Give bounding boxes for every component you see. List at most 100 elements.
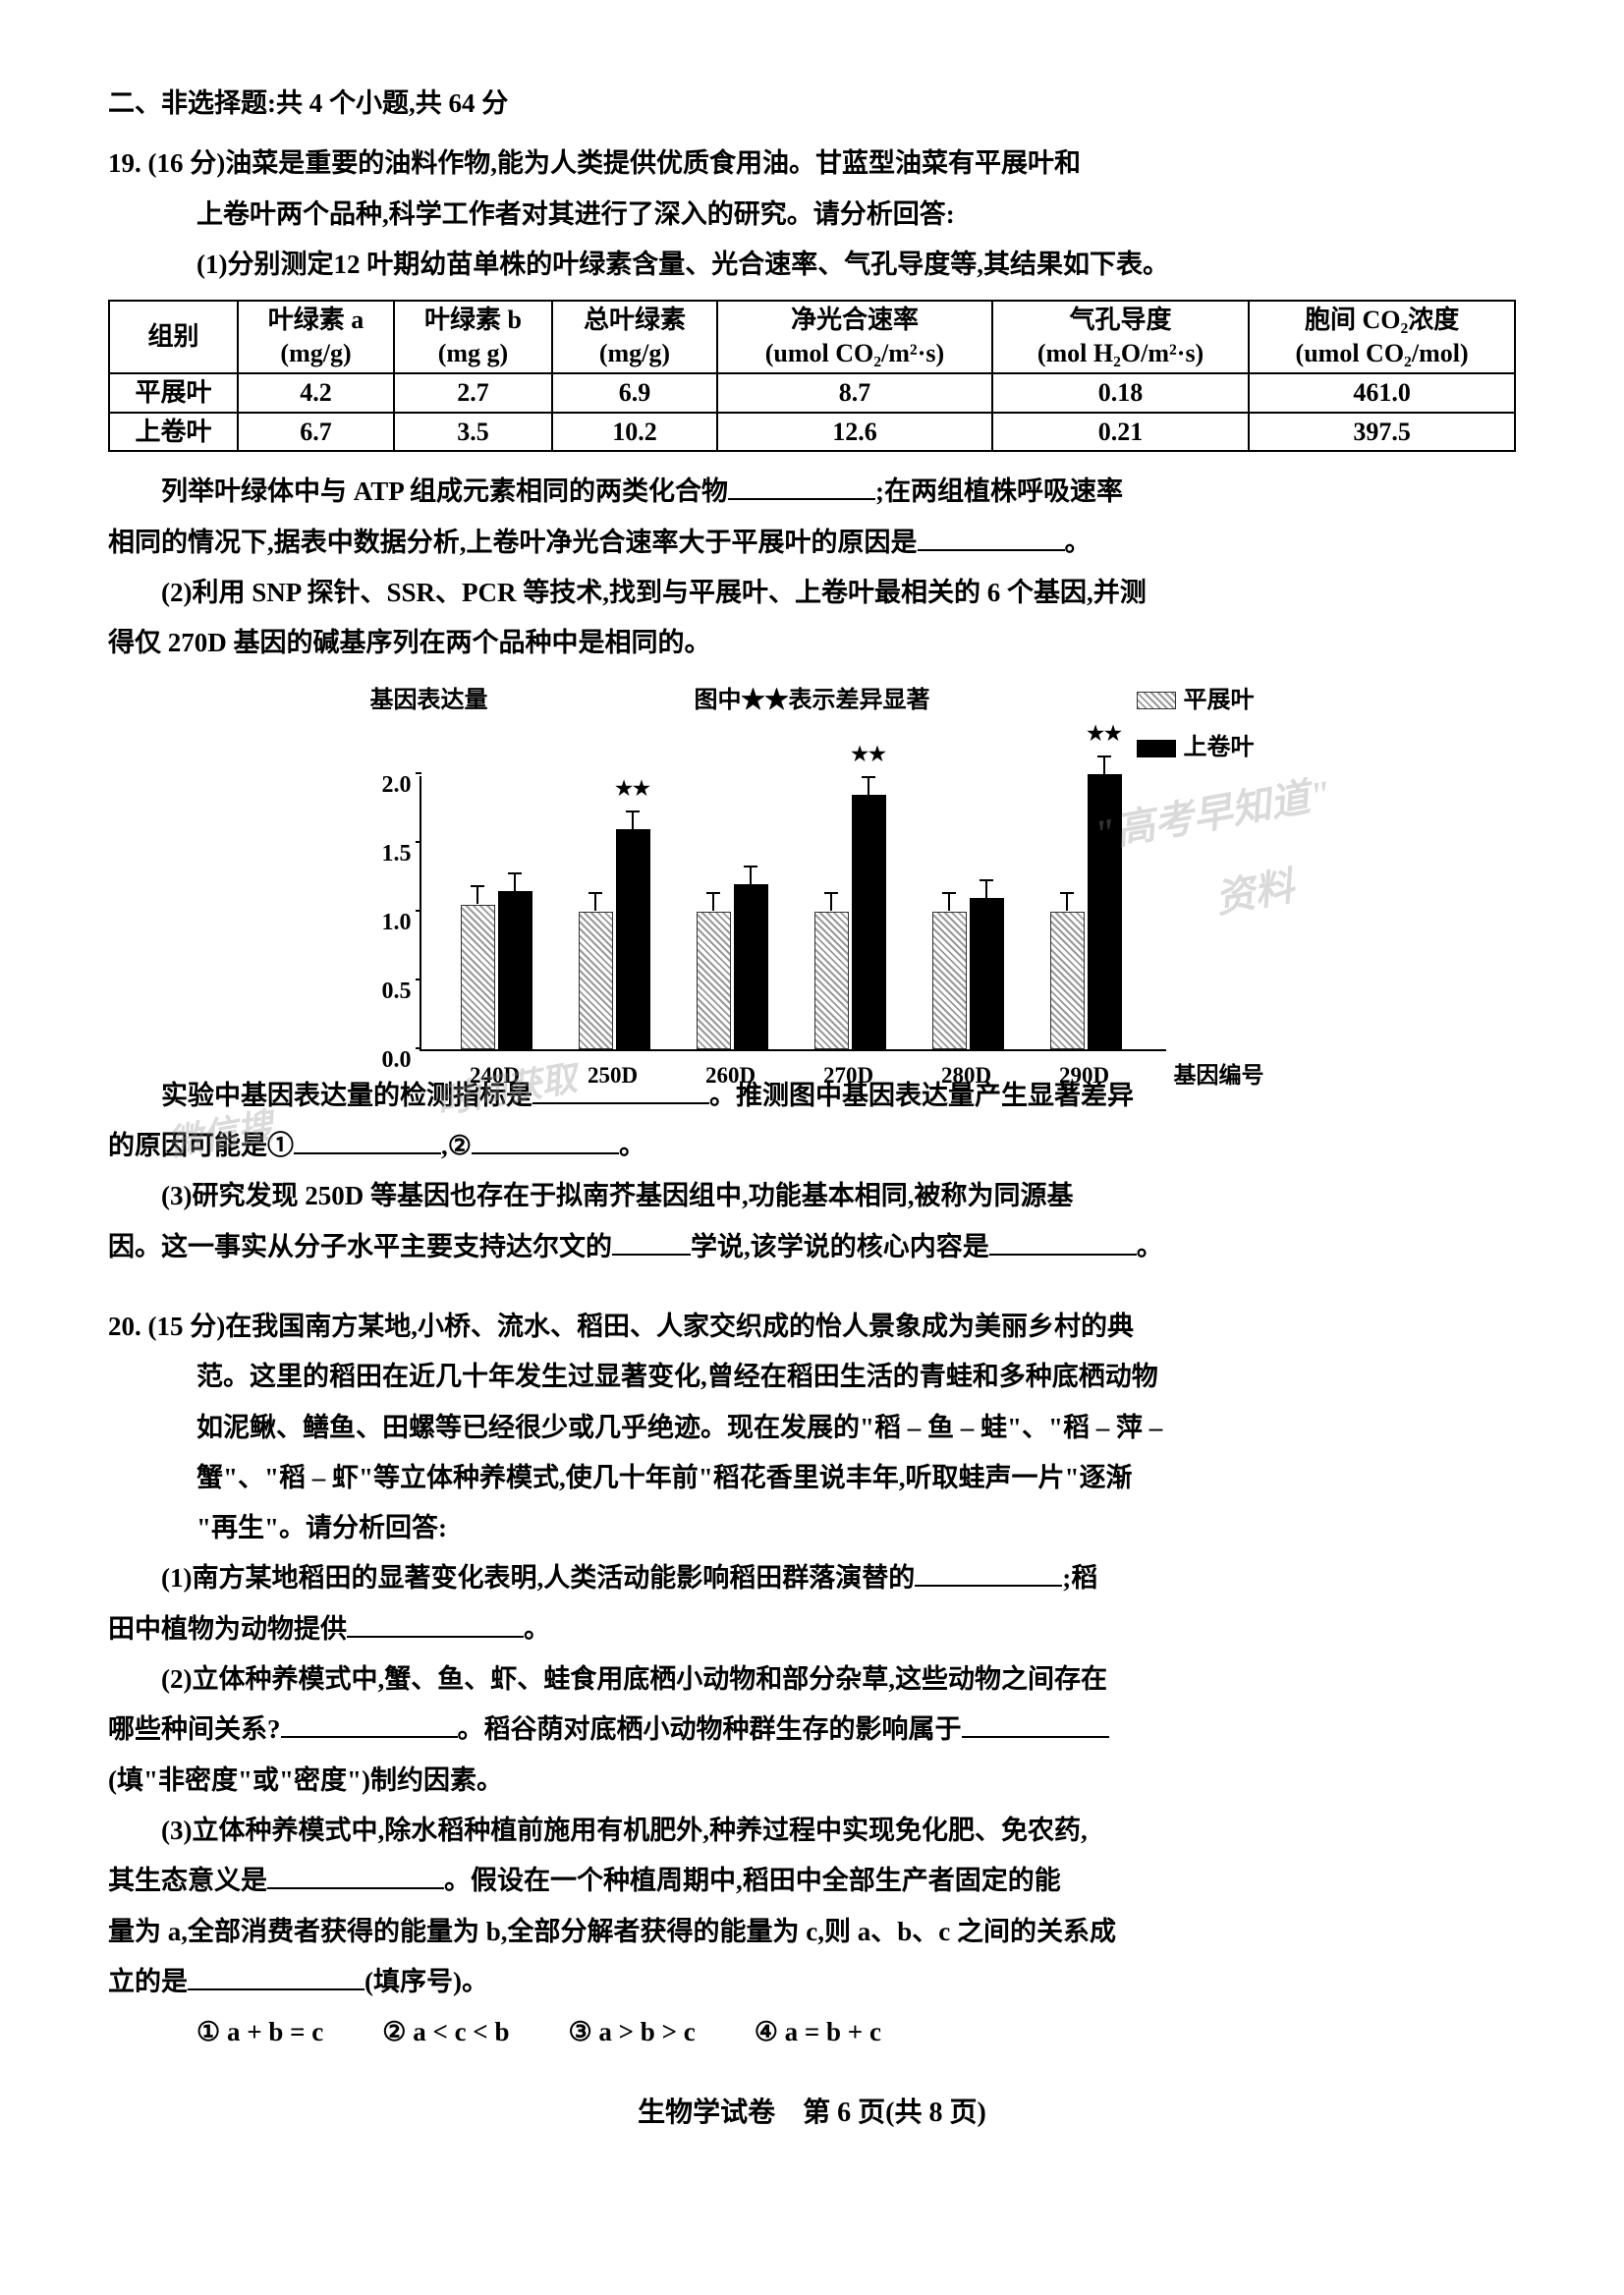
blank (915, 1560, 1062, 1587)
cell: 4.2 (238, 373, 394, 413)
q20-p3-l4: 立的是(填序号)。 (108, 1957, 1516, 2007)
q19-intro: 19. (16 分)油菜是重要的油料作物,能为人类提供优质食用油。甘蓝型油菜有平… (108, 139, 1516, 189)
cell: 平展叶 (109, 373, 238, 413)
bar-group (697, 884, 768, 1049)
stars-marker: ★★ (615, 770, 650, 808)
cell: 3.5 (394, 413, 552, 452)
bar-curl (498, 891, 532, 1049)
th-stomata: 气孔导度(mol H₂O/m²·s) (992, 301, 1249, 373)
page-footer: 生物学试卷 第 6 页(共 8 页) (108, 2087, 1516, 2139)
q19-p3-l2: 因。这一事实从分子水平主要支持达尔文的学说,该学说的核心内容是。 (108, 1222, 1516, 1272)
blank (728, 474, 875, 500)
q19-p2-l2: 得仅 270D 基因的碱基序列在两个品种中是相同的。 (108, 618, 1516, 668)
bar-flat (814, 912, 849, 1049)
th-co2: 胞间 CO₂浓度(umol CO₂/mol) (1249, 301, 1515, 373)
table-row: 上卷叶 6.7 3.5 10.2 12.6 0.21 397.5 (109, 413, 1515, 452)
question-20: 20. (15 分)在我国南方某地,小桥、流水、稻田、人家交织成的怡人景象成为美… (108, 1302, 1516, 2057)
bar-curl: ★★ (852, 795, 886, 1049)
blank (347, 1611, 524, 1638)
legend-item-flat: 平展叶 (1137, 679, 1255, 724)
q20-p2-l3: (填"非密度"或"密度")制约因素。 (108, 1756, 1516, 1806)
bar-curl (734, 884, 768, 1049)
q19-p1: (1)分别测定12 叶期幼苗单株的叶绿素含量、光合速率、气孔导度等,其结果如下表… (108, 240, 1516, 290)
q19-p3-l1: (3)研究发现 250D 等基因也存在于拟南芥基因组中,功能基本相同,被称为同源… (108, 1171, 1516, 1221)
cell: 6.7 (238, 413, 394, 452)
question-19: 19. (16 分)油菜是重要的油料作物,能为人类提供优质食用油。甘蓝型油菜有平… (108, 139, 1516, 1272)
chart-legend: 平展叶 上卷叶 (1137, 679, 1255, 771)
blank (989, 1229, 1137, 1256)
legend-item-curl: 上卷叶 (1137, 726, 1255, 771)
cell: 12.6 (717, 413, 992, 452)
th-chlb: 叶绿素 b(mg g) (394, 301, 552, 373)
option-1: ① a + b = c (196, 2007, 323, 2057)
bar-flat (697, 912, 731, 1049)
legend-swatch-hatch (1137, 692, 1176, 709)
cell: 10.2 (552, 413, 717, 452)
bar-flat (461, 905, 495, 1049)
stars-marker: ★★ (851, 736, 886, 773)
cell: 上卷叶 (109, 413, 238, 452)
y-tick-label: 0.5 (367, 970, 412, 1015)
blank (294, 1128, 441, 1154)
legend-label: 上卷叶 (1184, 726, 1255, 771)
q20-p3-l2: 其生态意义是。假设在一个种植周期中,稻田中全部生产者固定的能 (108, 1856, 1516, 1906)
q19-p2-l1: (2)利用 SNP 探针、SSR、PCR 等技术,找到与平展叶、上卷叶最相关的 … (108, 568, 1516, 618)
th-photo: 净光合速率(umol CO₂/m²·s) (717, 301, 992, 373)
bar-group (932, 898, 1004, 1049)
q20-intro-l2: 范。这里的稻田在近几十年发生过显著变化,曾经在稻田生活的青蛙和多种底栖动物 (108, 1352, 1516, 1402)
option-4: ④ a = b + c (755, 2007, 881, 2057)
bar-flat (1050, 912, 1085, 1049)
q19-after-chart-1: 实验中基因表达量的检测指标是。推测图中基因表达量产生显著差异 时间获取 (108, 1071, 1516, 1121)
cell: 2.7 (394, 373, 552, 413)
y-tick-label: 2.0 (367, 763, 412, 809)
cell: 0.21 (992, 413, 1249, 452)
blank (188, 1964, 364, 1990)
y-tick-label: 1.5 (367, 832, 412, 877)
q20-p3-l3: 量为 a,全部消费者获得的能量为 b,全部分解者获得的能量为 c,则 a、b、c… (108, 1907, 1516, 1957)
watermark: 资料 (1209, 849, 1300, 936)
chart-plot-area: 基因编号 0.00.51.01.52.0240D★★250D260D★★270D… (420, 776, 1166, 1051)
q20-intro-l1: 20. (15 分)在我国南方某地,小桥、流水、稻田、人家交织成的怡人景象成为美… (108, 1302, 1516, 1352)
cell: 6.9 (552, 373, 717, 413)
bar-group (461, 891, 532, 1049)
blank (962, 1711, 1109, 1738)
legend-label: 平展叶 (1184, 679, 1255, 724)
y-tick-label: 1.0 (367, 901, 412, 946)
q19-after-table-2: 相同的情况下,据表中数据分析,上卷叶净光合速率大于平展叶的原因是。 (108, 518, 1516, 568)
options-row: ① a + b = c ② a < c < b ③ a > b > c ④ a … (108, 2007, 1516, 2057)
cell: 8.7 (717, 373, 992, 413)
table-header-row: 组别 叶绿素 a(mg/g) 叶绿素 b(mg g) 总叶绿素(mg/g) 净光… (109, 301, 1515, 373)
q19-after-chart-2: 的原因可能是①,②。 微信搜 (108, 1121, 1516, 1171)
chart-note: 图中★★表示差异显著 (695, 679, 930, 724)
blank (281, 1711, 458, 1738)
q20-number: 20. (15 分) (108, 1312, 225, 1341)
bar-curl: ★★ (1088, 774, 1122, 1049)
blank (612, 1229, 691, 1256)
q19-number: 19. (16 分) (108, 148, 225, 178)
th-total: 总叶绿素(mg/g) (552, 301, 717, 373)
q20-p1-l1: (1)南方某地稻田的显著变化表明,人类活动能影响稻田群落演替的;稻 (108, 1553, 1516, 1603)
data-table: 组别 叶绿素 a(mg/g) 叶绿素 b(mg g) 总叶绿素(mg/g) 净光… (108, 300, 1516, 452)
blank (267, 1863, 444, 1889)
bar-curl: ★★ (616, 829, 650, 1049)
bar-group: ★★ (1050, 774, 1122, 1049)
q20-intro-l5: "再生"。请分析回答: (108, 1503, 1516, 1553)
option-3: ③ a > b > c (568, 2007, 695, 2057)
q20-intro-l4: 蟹"、"稻 – 虾"等立体种养模式,使几十年前"稻花香里说丰年,听取蛙声一片"逐… (108, 1453, 1516, 1503)
blank (472, 1128, 619, 1154)
legend-swatch-solid (1137, 740, 1176, 757)
th-chla: 叶绿素 a(mg/g) (238, 301, 394, 373)
bar-flat (932, 912, 967, 1049)
bar-flat (579, 912, 613, 1049)
bar-group: ★★ (579, 829, 650, 1049)
q20-p2-l1: (2)立体种养模式中,蟹、鱼、虾、蛙食用底栖小动物和部分杂草,这些动物之间存在 (108, 1654, 1516, 1705)
th-group: 组别 (109, 301, 238, 373)
section-header: 二、非选择题:共 4 个小题,共 64 分 (108, 79, 1516, 129)
cell: 397.5 (1249, 413, 1515, 452)
stars-marker: ★★ (1087, 715, 1122, 753)
q20-intro-l3: 如泥鳅、鳝鱼、田螺等已经很少或几乎绝迹。现在发展的"稻 – 鱼 – 蛙"、"稻 … (108, 1403, 1516, 1453)
q20-p3-l1: (3)立体种养模式中,除水稻种植前施用有机肥外,种养过程中实现免化肥、免农药, (108, 1806, 1516, 1856)
q19-after-table-1: 列举叶绿体中与 ATP 组成元素相同的两类化合物;在两组植株呼吸速率 (108, 467, 1516, 517)
option-2: ② a < c < b (382, 2007, 509, 2057)
table-row: 平展叶 4.2 2.7 6.9 8.7 0.18 461.0 (109, 373, 1515, 413)
